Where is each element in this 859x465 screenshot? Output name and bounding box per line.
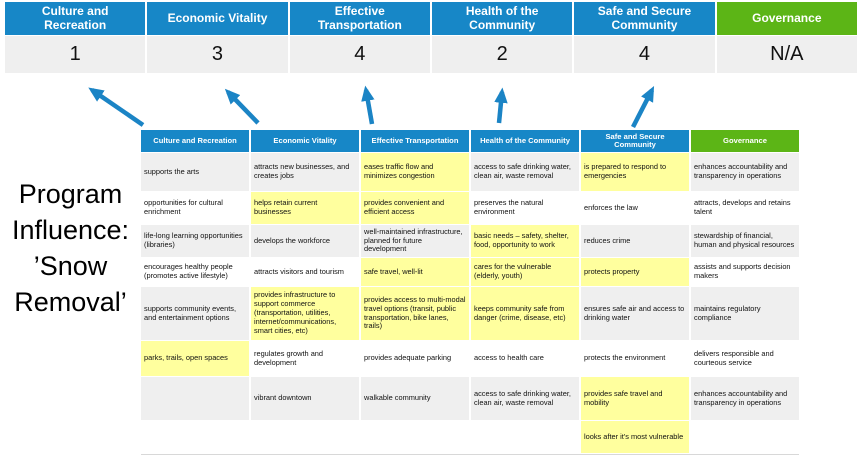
up-arrow-icon [630, 85, 655, 129]
up-arrow-icon [88, 87, 145, 127]
matrix-cell: attracts new businesses, and creates job… [251, 153, 359, 191]
matrix-cell: supports the arts [141, 153, 249, 191]
banner-category-label: Culture and Recreation [5, 2, 146, 35]
matrix-header: Health of the Community [471, 130, 579, 152]
program-influence-title: Program Influence: ’Snow Removal’ [0, 176, 141, 320]
banner-category-label: Health of the Community [431, 2, 573, 35]
matrix-cell: basic needs – safety, shelter, food, opp… [471, 225, 579, 257]
matrix-cell: safe travel, well-lit [361, 258, 469, 286]
influence-matrix-table: Culture and Recreation Economic Vitality E… [141, 130, 799, 455]
title-line: Removal’ [14, 287, 127, 317]
matrix-cell: develops the workforce [251, 225, 359, 257]
matrix-cell: provides access to multi-modal travel op… [361, 287, 469, 340]
matrix-cell: access to health care [471, 341, 579, 376]
matrix-cell [141, 421, 249, 453]
matrix-cell: reduces crime [581, 225, 689, 257]
matrix-cell: regulates growth and development [251, 341, 359, 376]
matrix-cell: provides convenient and efficient access [361, 192, 469, 224]
matrix-cell: delivers responsible and courteous servi… [691, 341, 799, 376]
matrix-cell [361, 421, 469, 453]
matrix-cell: provides safe travel and mobility [581, 377, 689, 420]
banner-category-score: 3 [147, 36, 288, 73]
matrix-cell: protects the environment [581, 341, 689, 376]
matrix-header: Safe and Secure Community [581, 130, 689, 152]
matrix-cell: supports community events, and entertain… [141, 287, 249, 340]
matrix-cell: looks after it's most vulnerable [581, 421, 689, 453]
banner-category-label: Effective Transportation [289, 2, 430, 35]
matrix-cell: cares for the vulnerable (elderly, youth… [471, 258, 579, 286]
matrix-cell: helps retain current businesses [251, 192, 359, 224]
matrix-cell [141, 377, 249, 420]
category-banner: Culture and Recreation Economic Vitality E… [5, 2, 857, 73]
matrix-header: Economic Vitality [251, 130, 359, 152]
banner-category-score: 2 [431, 36, 573, 73]
matrix-cell [691, 421, 799, 453]
matrix-cell: stewardship of financial, human and phys… [691, 225, 799, 257]
matrix-cell: enhances accountability and transparency… [691, 377, 799, 420]
banner-category-score: 4 [289, 36, 430, 73]
matrix-cell: enforces the law [581, 192, 689, 224]
matrix-cell: well-maintained infrastructure, planned … [361, 225, 469, 257]
matrix-cell: parks, trails, open spaces [141, 341, 249, 376]
matrix-cell [471, 421, 579, 453]
matrix-cell: preserves the natural environment [471, 192, 579, 224]
matrix-cell: keeps community safe from danger (crime,… [471, 287, 579, 340]
banner-category-score: 1 [5, 36, 146, 73]
matrix-cell: opportunities for cultural enrichment [141, 192, 249, 224]
banner-category-label: Safe and Secure Community [574, 2, 715, 35]
matrix-header: Effective Transportation [361, 130, 469, 152]
matrix-cell: eases traffic flow and minimizes congest… [361, 153, 469, 191]
matrix-cell: enhances accountability and transparency… [691, 153, 799, 191]
matrix-cell: life-long learning opportunities (librar… [141, 225, 249, 257]
matrix-cell: maintains regulatory compliance [691, 287, 799, 340]
matrix-cell: access to safe drinking water, clean air… [471, 153, 579, 191]
title-line: Influence: [11, 215, 130, 245]
matrix-cell: walkable community [361, 377, 469, 420]
matrix-header: Culture and Recreation [141, 130, 249, 152]
matrix-cell: is prepared to respond to emergencies [581, 153, 689, 191]
matrix-cell: attracts, develops and retains talent [691, 192, 799, 224]
up-arrow-icon [224, 88, 260, 125]
matrix-cell: ensures safe air and access to drinking … [581, 287, 689, 340]
matrix-cell: access to safe drinking water, clean air… [471, 377, 579, 420]
title-line: Program [18, 179, 123, 209]
banner-category-label: Economic Vitality [147, 2, 288, 35]
matrix-cell: provides adequate parking [361, 341, 469, 376]
title-line: ’Snow [33, 251, 108, 281]
banner-category-score: 4 [574, 36, 715, 73]
matrix-cell: attracts visitors and tourism [251, 258, 359, 286]
matrix-cell: vibrant downtown [251, 377, 359, 420]
banner-category-label: Governance [716, 2, 857, 35]
banner-category-score: N/A [716, 36, 857, 73]
up-arrow-icon [494, 87, 508, 124]
up-arrow-icon [361, 85, 375, 125]
matrix-cell: assists and supports decision makers [691, 258, 799, 286]
matrix-cell [251, 421, 359, 453]
matrix-header: Governance [691, 130, 799, 152]
matrix-cell: encourages healthy people (promotes acti… [141, 258, 249, 286]
matrix-cell: protects property [581, 258, 689, 286]
matrix-cell: provides infrastructure to support comme… [251, 287, 359, 340]
